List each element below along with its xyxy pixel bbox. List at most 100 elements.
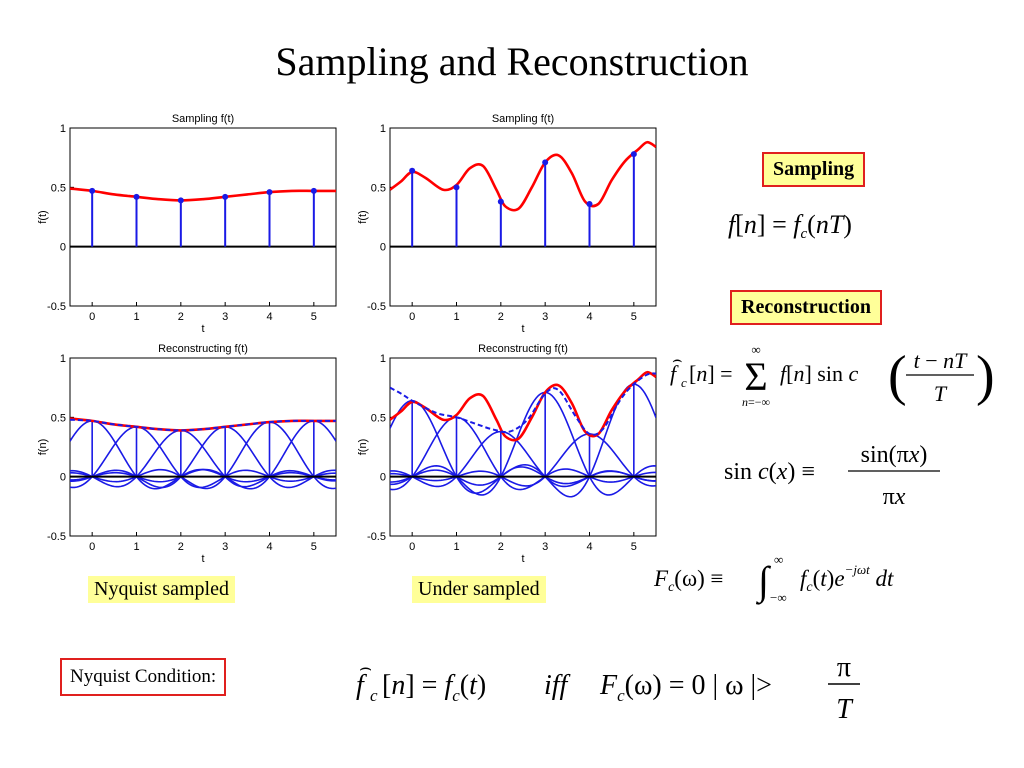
svg-text:⌢: ⌢ <box>672 352 683 369</box>
svg-text:): ) <box>976 345 995 407</box>
undersampled-reconstruction-plot: Reconstructing f(t) 0 1 2 3 4 5 -0.5 0 0.5 1 t f(n) <box>357 343 657 565</box>
plot-title: Reconstructing f(t) <box>158 343 248 355</box>
y-tick-label: 1 <box>60 123 66 135</box>
svg-text:iff: iff <box>544 670 571 701</box>
sample-point <box>453 184 460 191</box>
svg-text:Fc(ω) ≡: Fc(ω) ≡ <box>653 566 723 595</box>
sample-point <box>409 167 416 174</box>
svg-text:fc(t)e−jωt dt: fc(t)e−jωt dt <box>800 562 894 595</box>
x-tick-label: 1 <box>453 541 459 553</box>
fourier-transform-equation: Fc(ω) ≡ ∫ ∞ −∞ fc(t)e−jωt dt <box>653 552 894 605</box>
reconstruction-equation: f ⌢ c [n] = ∞ Σ n=−∞ f[n] sin c ( t − nT… <box>670 342 995 409</box>
y-axis-label: f(t) <box>357 210 369 223</box>
sample-point <box>586 200 593 207</box>
svg-text:[n] =: [n] = <box>689 361 733 386</box>
x-axis-label: t <box>521 553 524 565</box>
x-tick-label: 4 <box>266 311 272 323</box>
plot-frame <box>389 127 657 307</box>
x-axis-label: t <box>201 553 204 565</box>
svg-text:π: π <box>837 652 851 683</box>
plot-title: Sampling f(t) <box>492 113 554 125</box>
sinc-pulse <box>70 420 336 490</box>
x-tick-label: 3 <box>542 541 548 553</box>
y-tick-label: 0.5 <box>51 182 66 194</box>
slide-title: Sampling and Reconstruction <box>275 39 749 84</box>
plot-area <box>390 370 656 498</box>
x-tick-label: 2 <box>498 541 504 553</box>
svg-text:f: f <box>670 361 679 386</box>
reconstruction-heading: Reconstruction <box>730 290 882 325</box>
y-tick-label: -0.5 <box>47 301 66 313</box>
x-tick-label: 1 <box>133 541 139 553</box>
sample-point <box>542 159 549 166</box>
sample-point <box>222 193 229 200</box>
svg-text:[n] = fc(t): [n] = fc(t) <box>382 670 486 705</box>
reconstructed-curve <box>70 418 336 432</box>
signal-curve <box>390 370 656 442</box>
y-tick-label: 0 <box>60 242 66 254</box>
x-tick-label: 5 <box>631 541 637 553</box>
y-axis-label: f(t) <box>37 210 49 223</box>
y-tick-label: -0.5 <box>367 301 386 313</box>
svg-text:sin c(x) ≡: sin c(x) ≡ <box>724 459 815 485</box>
sample-point <box>630 151 637 158</box>
sinc-pulse <box>70 426 336 489</box>
x-tick-label: 0 <box>409 311 415 323</box>
plot-frame <box>69 127 337 307</box>
sinc-pulse <box>70 420 336 490</box>
sample-point <box>497 198 504 205</box>
undersampling-plot: Sampling f(t) 0 1 2 3 4 5 -0.5 0 0.5 1 t f(t) <box>357 113 657 335</box>
svg-text:t − nT: t − nT <box>914 348 969 373</box>
sample-point <box>89 187 96 194</box>
x-tick-label: 4 <box>266 541 272 553</box>
y-tick-label: -0.5 <box>47 531 66 543</box>
svg-text:n=−∞: n=−∞ <box>742 395 770 409</box>
svg-text:⌢: ⌢ <box>359 657 372 679</box>
plot-area <box>390 140 656 248</box>
signal-curve <box>390 140 656 212</box>
x-tick-label: 0 <box>89 311 95 323</box>
sampling-equation: f[n] = fc(nT) <box>728 210 852 242</box>
nyquist-condition-label: Nyquist Condition: <box>60 658 227 696</box>
nyquist-condition-equation: f ⌢ c [n] = fc(t) iff Fc(ω) = 0 | ω |> π… <box>356 652 860 725</box>
svg-text:f[n] = fc(nT): f[n] = fc(nT) <box>728 210 852 242</box>
x-tick-label: 2 <box>178 541 184 553</box>
svg-text:∞: ∞ <box>751 342 760 357</box>
x-axis-label: t <box>201 323 204 335</box>
nyquist-reconstruction-plot: Reconstructing f(t) 0 1 2 3 4 5 -0.5 0 0.5 1 t f(n) <box>37 343 337 565</box>
y-axis-label: f(n) <box>37 439 49 456</box>
y-axis-label: f(n) <box>357 439 369 456</box>
sinc-definition: sin c(x) ≡ sin(πx) πx <box>724 442 940 510</box>
sinc-pulse <box>390 383 656 498</box>
plot-frame <box>69 357 337 537</box>
y-tick-label: 0 <box>60 472 66 484</box>
svg-text:−∞: −∞ <box>770 590 787 605</box>
x-tick-label: 4 <box>586 311 592 323</box>
x-tick-label: 5 <box>311 541 317 553</box>
under-sampled-label: Under sampled <box>412 576 546 603</box>
x-tick-label: 0 <box>409 541 415 553</box>
x-axis-label: t <box>521 323 524 335</box>
svg-text:f[n] sin c: f[n] sin c <box>780 361 858 386</box>
plot-frame <box>389 357 657 537</box>
y-tick-label: 0 <box>380 242 386 254</box>
plot-title: Sampling f(t) <box>172 113 234 125</box>
svg-text:(: ( <box>888 345 907 407</box>
reconstructed-curve <box>390 372 656 436</box>
sinc-pulse <box>390 416 656 491</box>
svg-text:c: c <box>370 686 378 705</box>
sinc-pulse <box>70 429 336 488</box>
x-tick-label: 4 <box>586 541 592 553</box>
x-tick-label: 2 <box>178 311 184 323</box>
sinc-pulse <box>70 421 336 490</box>
x-tick-label: 0 <box>89 541 95 553</box>
sample-point <box>310 187 317 194</box>
x-tick-label: 5 <box>311 311 317 323</box>
nyquist-sampling-plot: Sampling f(t) 0 1 2 3 4 5 -0.5 0 0.5 1 t f(t) <box>37 113 337 335</box>
plot-area <box>70 417 336 490</box>
x-tick-label: 2 <box>498 311 504 323</box>
x-tick-label: 3 <box>222 541 228 553</box>
y-tick-label: 0.5 <box>371 412 386 424</box>
sample-point <box>133 193 140 200</box>
x-tick-label: 5 <box>631 311 637 323</box>
